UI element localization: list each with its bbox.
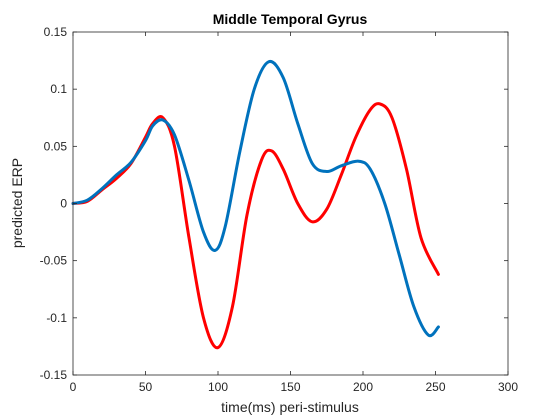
x-tick-label: 50 — [139, 380, 153, 394]
x-tick-label: 150 — [280, 380, 300, 394]
y-tick-label: -0.05 — [40, 254, 68, 268]
y-tick-label: 0.15 — [44, 25, 68, 39]
x-tick-label: 200 — [353, 380, 373, 394]
x-axis-label: time(ms) peri-stimulus — [221, 399, 359, 415]
series-layer — [71, 59, 440, 350]
y-tick-label: -0.15 — [40, 368, 68, 382]
x-tick-label: 250 — [425, 380, 445, 394]
y-tick-label: -0.1 — [46, 311, 67, 325]
series-line-2 — [71, 59, 440, 338]
x-tick-label: 100 — [208, 380, 228, 394]
y-tick-label: 0.1 — [50, 82, 67, 96]
y-tick-label: 0 — [60, 197, 67, 211]
ticks-layer: 0 50 100 150 200 250 300 -0.15 -0.1 -0.05 0 0.05 0.1… — [40, 25, 519, 394]
chart-title: Middle Temporal Gyrus — [213, 11, 368, 27]
x-tick-label: 300 — [498, 380, 518, 394]
y-tick-label: 0.05 — [44, 139, 68, 153]
y-axis-label: predicted ERP — [9, 158, 25, 248]
plot-background — [73, 32, 508, 375]
x-tick-label: 0 — [70, 380, 77, 394]
